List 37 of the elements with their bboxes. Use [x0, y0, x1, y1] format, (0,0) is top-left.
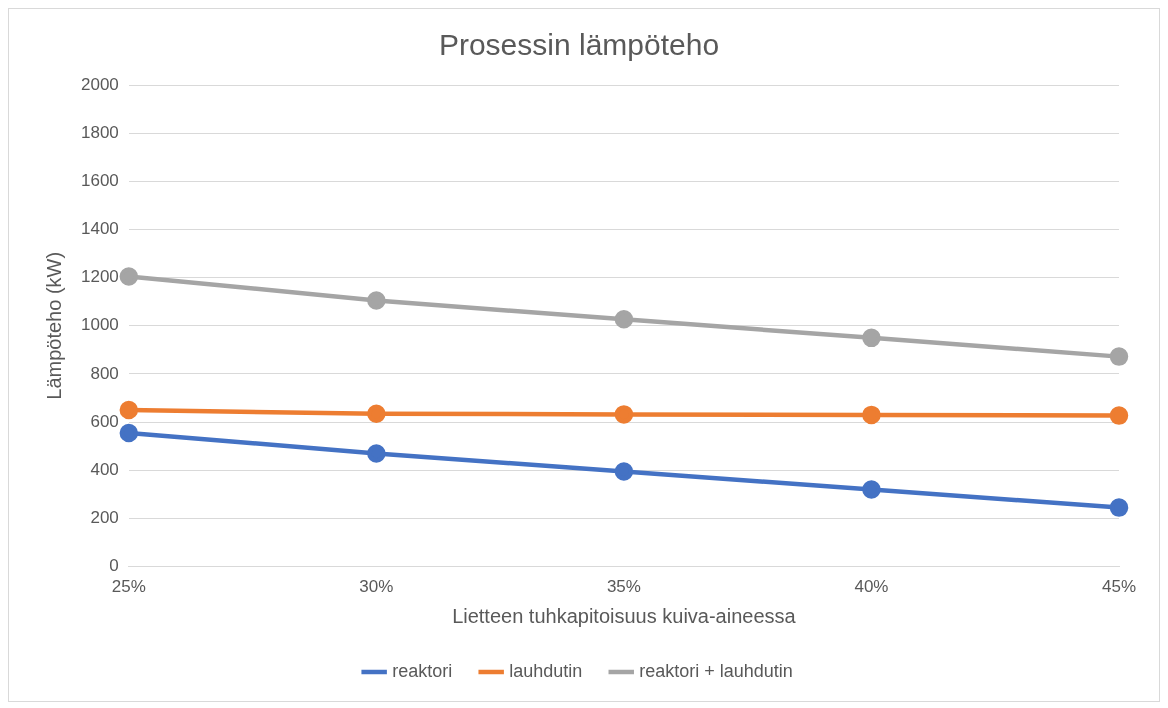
- y-tick-label: 1200: [80, 267, 119, 287]
- point: [862, 328, 881, 348]
- y-tick-label: 600: [90, 411, 119, 431]
- point: [862, 405, 881, 425]
- point: [1109, 406, 1129, 425]
- x-tick-label: 40%: [854, 577, 889, 597]
- y-axis-title: Lämpöteho (kW): [42, 251, 65, 400]
- point: [119, 400, 139, 420]
- y-tick-label: 200: [90, 508, 119, 528]
- y-tick-label: 800: [90, 363, 119, 383]
- legend-label: lauhdutin: [509, 660, 583, 681]
- x-tick-label: 30%: [359, 577, 394, 597]
- x-axis-title: Lietteen tuhkapitoisuus kuiva-aineessa: [452, 604, 797, 627]
- point: [862, 480, 881, 499]
- y-tick-label: 2000: [80, 74, 119, 94]
- y-tick-label: 0: [109, 556, 119, 576]
- chart-title: Prosessin lämpöteho: [438, 28, 720, 62]
- point: [1109, 347, 1129, 366]
- x-tick-label: 25%: [111, 577, 146, 597]
- y-tick-label: 1000: [80, 315, 119, 335]
- point: [1109, 498, 1129, 517]
- y-tick-label: 1600: [80, 171, 119, 191]
- x-tick-label: 35%: [606, 577, 641, 597]
- legend-label: reaktori: [392, 660, 453, 681]
- point: [614, 405, 634, 424]
- point: [367, 291, 386, 310]
- y-tick-label: 1800: [80, 122, 119, 142]
- legend-label: reaktori + lauhdutin: [639, 660, 793, 681]
- y-tick-label: 1400: [80, 219, 119, 239]
- point: [367, 404, 386, 423]
- point: [119, 267, 139, 286]
- y-tick-label: 400: [90, 459, 119, 479]
- point: [367, 444, 386, 463]
- point: [119, 423, 139, 443]
- point: [614, 310, 634, 329]
- point: [614, 462, 634, 481]
- x-tick-label: 45%: [1101, 577, 1137, 597]
